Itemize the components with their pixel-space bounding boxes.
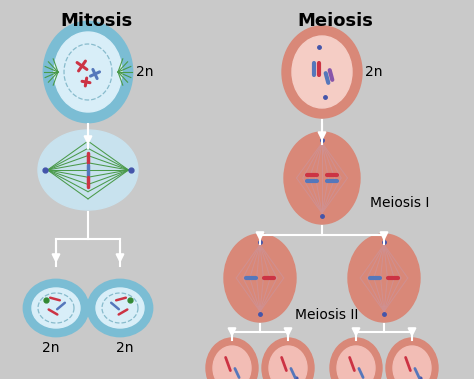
Text: 2n: 2n [116,341,134,355]
Ellipse shape [330,338,382,379]
Text: 2n: 2n [136,65,154,79]
Ellipse shape [32,288,80,328]
Text: 2n: 2n [42,341,60,355]
Ellipse shape [292,36,352,108]
Text: Meiosis II: Meiosis II [295,308,359,322]
Ellipse shape [262,338,314,379]
Ellipse shape [213,346,251,379]
Text: Mitosis: Mitosis [61,12,133,30]
Ellipse shape [38,130,138,210]
Text: Meiosis I: Meiosis I [370,196,429,210]
Ellipse shape [44,22,132,122]
Ellipse shape [96,288,144,328]
Ellipse shape [393,346,431,379]
Ellipse shape [282,26,362,118]
Ellipse shape [348,234,420,322]
Text: 2n: 2n [365,65,383,79]
Ellipse shape [386,338,438,379]
Ellipse shape [206,338,258,379]
Ellipse shape [224,234,296,322]
Ellipse shape [24,280,88,336]
Ellipse shape [337,346,375,379]
Ellipse shape [54,32,122,112]
Text: Meiosis: Meiosis [297,12,373,30]
Ellipse shape [284,132,360,224]
Ellipse shape [269,346,307,379]
Ellipse shape [88,280,152,336]
